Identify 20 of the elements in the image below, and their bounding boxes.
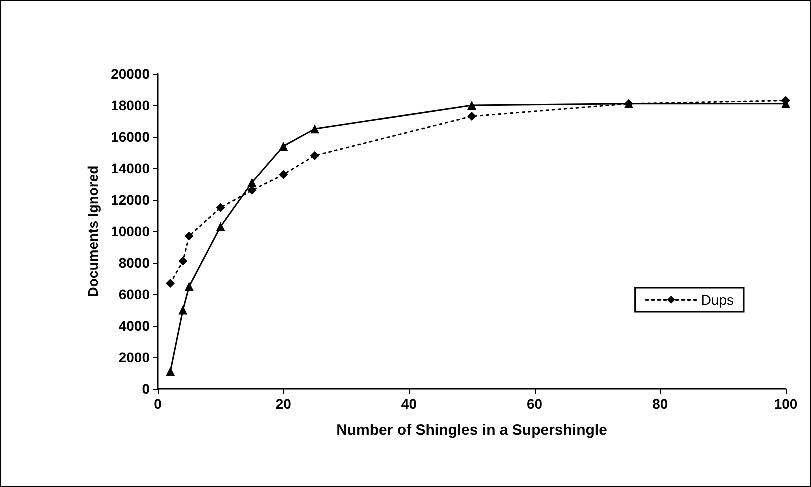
y-tick-label: 8000 bbox=[118, 255, 150, 271]
y-tick-label: 14000 bbox=[111, 160, 150, 176]
y-tick-label: 18000 bbox=[111, 98, 150, 114]
x-tick-label: 80 bbox=[652, 396, 668, 412]
x-tick-label: 60 bbox=[527, 396, 543, 412]
y-tick-label: 4000 bbox=[118, 318, 150, 334]
x-tick-label: 40 bbox=[401, 396, 418, 412]
x-tick-label: 20 bbox=[276, 396, 292, 412]
y-tick-label: 16000 bbox=[111, 129, 150, 145]
y-tick-label: 0 bbox=[142, 381, 150, 397]
legend-label: Dups bbox=[701, 292, 734, 308]
x-tick-label: 100 bbox=[774, 396, 798, 412]
x-tick-label: 0 bbox=[154, 396, 162, 412]
y-tick-label: 6000 bbox=[118, 286, 150, 302]
y-tick-label: 20000 bbox=[111, 66, 150, 82]
y-tick-label: 2000 bbox=[118, 350, 150, 366]
x-axis-title: Number of Shingles in a Supershingle bbox=[336, 422, 608, 439]
y-tick-label: 12000 bbox=[111, 192, 150, 208]
y-axis-title: Documents Ignored bbox=[85, 166, 101, 298]
y-tick-label: 10000 bbox=[111, 224, 150, 240]
